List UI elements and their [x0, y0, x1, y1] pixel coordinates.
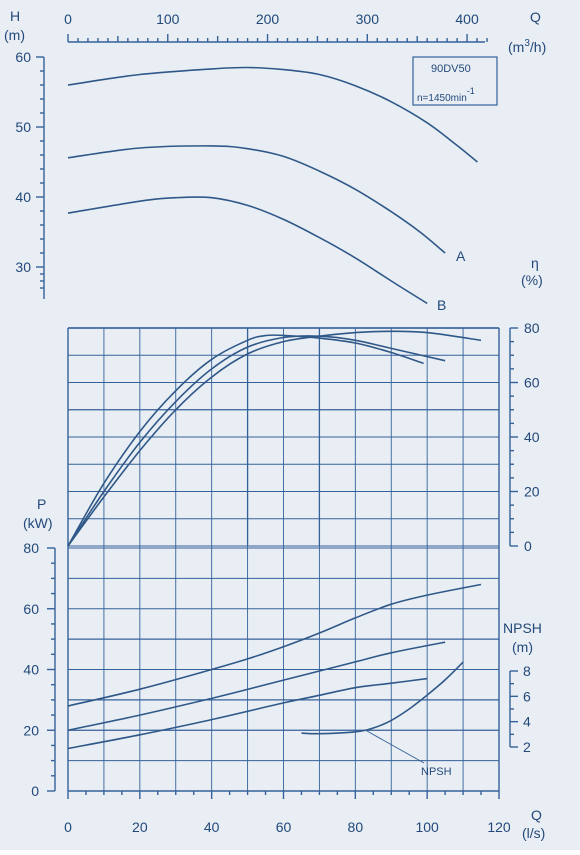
- npsh-curve-1: [301, 661, 464, 735]
- bottom-tick-label-120: 120: [487, 819, 511, 835]
- model-speed-sup: -1: [467, 86, 475, 96]
- power-axis-unit: (kW): [23, 515, 53, 531]
- top-axis-unit-sup: 3: [524, 38, 530, 49]
- head-tick-label-30: 30: [15, 259, 31, 275]
- top-tick-label-400: 400: [455, 11, 479, 27]
- top-axis-unit-end: /h): [530, 39, 546, 55]
- bottom-tick-label-0: 0: [64, 819, 72, 835]
- power-tick-label-40: 40: [23, 662, 39, 678]
- model-name: 90DV50: [431, 63, 471, 75]
- bottom-axis-unit: (l/s): [522, 825, 545, 841]
- curves: [67, 66, 482, 764]
- power-curve-3: [67, 677, 428, 750]
- npsh-curve-label: NPSH: [421, 766, 452, 778]
- efficiency-curve-3: [67, 330, 482, 547]
- efficiency-curve-1: [67, 334, 424, 547]
- eff-tick-label-80: 80: [524, 320, 540, 336]
- head-curve-3: [67, 196, 428, 305]
- npsh-axis-unit: (m): [512, 639, 533, 655]
- head-tick-label-50: 50: [15, 119, 31, 135]
- top-tick-label-300: 300: [356, 11, 380, 27]
- model-speed: n=1450min-1: [417, 86, 475, 104]
- bottom-tick-label-60: 60: [276, 819, 292, 835]
- power-curve-1: [67, 583, 482, 707]
- top-axis-unit-start: (m: [508, 39, 524, 55]
- eff-tick-label-40: 40: [524, 429, 540, 445]
- power-curve-2: [67, 641, 446, 732]
- top-tick-label-200: 200: [256, 11, 280, 27]
- npsh-tick-label-8: 8: [523, 663, 531, 679]
- npsh-tick-label-2: 2: [523, 739, 531, 755]
- axes: [36, 34, 518, 799]
- power-axis-var: P: [37, 496, 46, 512]
- head-curve-1: [67, 66, 478, 163]
- efficiency-curve-2: [67, 335, 446, 547]
- power-tick-label-0: 0: [31, 783, 39, 799]
- bottom-tick-label-80: 80: [348, 819, 364, 835]
- bottom-tick-label-20: 20: [132, 819, 148, 835]
- labels: 0 100 200 300 400304050600204060800204060802…: [15, 11, 539, 835]
- bottom-tick-label-40: 40: [204, 819, 220, 835]
- bottom-axis-var: Q: [531, 807, 542, 823]
- npsh-tick-label-4: 4: [523, 714, 531, 730]
- model-box: [412, 56, 498, 106]
- series-label-a: A: [456, 248, 466, 264]
- eff-axis-unit: (%): [521, 272, 543, 288]
- top-axis-unit: (m3/h): [508, 38, 546, 55]
- eff-tick-label-60: 60: [524, 375, 540, 391]
- series-label-b: B: [437, 297, 446, 313]
- model-speed-text: n=1450min: [417, 93, 467, 104]
- npsh-tick-label-6: 6: [523, 688, 531, 704]
- top-tick-label-0: 0: [64, 11, 72, 27]
- head-axis-unit: (m): [4, 27, 25, 43]
- eff-axis-var: η: [531, 255, 539, 271]
- eff-tick-label-0: 0: [524, 538, 532, 554]
- eff-tick-label-20: 20: [524, 484, 540, 500]
- top-axis-var: Q: [530, 9, 541, 25]
- power-tick-label-60: 60: [23, 601, 39, 617]
- head-tick-label-40: 40: [15, 189, 31, 205]
- npsh-axis-var: NPSH: [503, 620, 542, 636]
- head-tick-label-60: 60: [15, 49, 31, 65]
- grid: [68, 327, 499, 791]
- npsh-leader-line: [365, 730, 425, 764]
- bottom-tick-label-100: 100: [415, 819, 439, 835]
- head-curve-2: [67, 145, 446, 254]
- power-tick-label-80: 80: [23, 540, 39, 556]
- top-tick-label-100: 100: [156, 11, 180, 27]
- power-tick-label-20: 20: [23, 722, 39, 738]
- head-axis-var: H: [10, 8, 20, 24]
